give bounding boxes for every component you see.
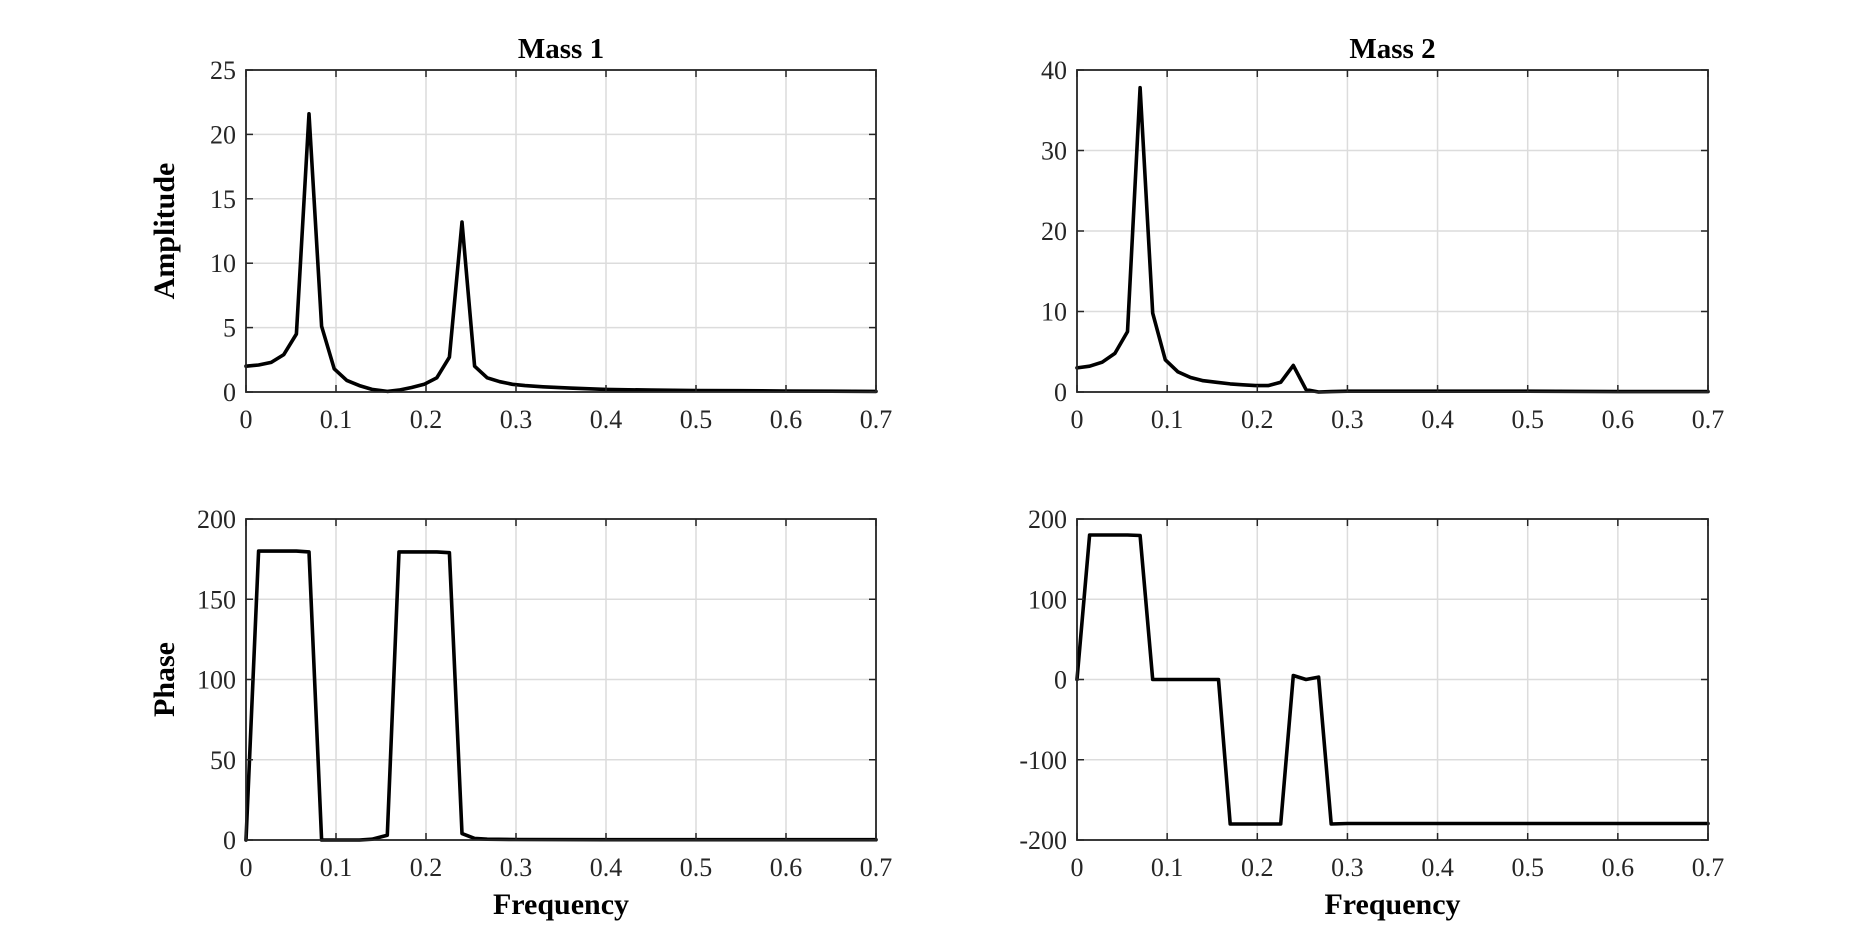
x-tick-label: 0.5 [680,405,713,434]
x-tick-label: 0.1 [320,405,353,434]
y-tick-label: 5 [223,314,236,343]
y-tick-label: 20 [210,120,236,149]
x-tick-label: 0.2 [1241,853,1274,882]
x-tick-label: 0.6 [770,853,803,882]
x-tick-label: 0.6 [770,405,803,434]
y-tick-label: 0 [223,826,236,855]
x-tick-label: 0.1 [320,853,353,882]
x-tick-label: 0.6 [1602,853,1635,882]
mass2-amplitude-axes: 0 0.1 0.2 0.3 0.4 0.5 0.6 0.7 0 10 20 30 40 Mass 2 [1041,33,1724,434]
x-tick-label: 0.4 [590,853,623,882]
y-tick-label: -100 [1019,746,1067,775]
x-tick-label: 0.3 [500,405,533,434]
mass2-amplitude-series-line [1075,85,1710,394]
y-tick-label: 100 [1028,585,1067,614]
y-tick-label: 200 [197,505,236,534]
y-tick-label: 0 [1054,666,1067,695]
x-tick-label: 0.5 [680,853,713,882]
y-axis-label: Phase [148,642,181,717]
x-tick-label: 0.5 [1511,853,1544,882]
x-tick-label: 0.7 [860,853,893,882]
x-tick-label: 0.5 [1511,405,1544,434]
plot-frame [245,69,877,393]
y-tick-label: 40 [1041,56,1067,85]
x-tick-label: 0 [1071,405,1084,434]
y-tick-label: 0 [223,378,236,407]
y-tick-label: 25 [210,56,236,85]
x-tick-label: 0.2 [410,853,443,882]
x-tick-label: 0.7 [860,405,893,434]
y-tick-label: -200 [1019,826,1067,855]
mass2-phase-axes: 0 0.1 0.2 0.3 0.4 0.5 0.6 0.7 -200 -100 0 100 200 Fre… [1019,505,1724,921]
x-tick-label: 0.6 [1602,405,1635,434]
x-tick-label: 0 [240,405,253,434]
x-tick-label: 0.3 [500,853,533,882]
x-tick-label: 0 [1071,853,1084,882]
mass1-phase-series-line [244,549,878,842]
y-tick-label: 0 [1054,378,1067,407]
mass2-phase-series-line [1075,533,1710,826]
y-tick-label: 10 [1041,298,1067,327]
y-tick-label: 150 [197,585,236,614]
chart-title: Mass 1 [518,33,604,65]
x-tick-label: 0.4 [1421,405,1454,434]
chart-title: Mass 2 [1349,33,1435,65]
y-axis-label: Amplitude [148,163,181,300]
x-tick-label: 0.2 [1241,405,1274,434]
x-tick-label: 0.7 [1692,405,1725,434]
y-tick-label: 200 [1028,505,1067,534]
x-axis-label: Frequency [493,888,629,921]
x-tick-label: 0.7 [1692,853,1725,882]
x-tick-label: 0.4 [590,405,623,434]
y-tick-label: 10 [210,249,236,278]
x-tick-label: 0 [240,853,253,882]
x-tick-label: 0.1 [1151,853,1184,882]
mass1-phase-axes: 0 0.1 0.2 0.3 0.4 0.5 0.6 0.7 0 50 100 150 200 Freque… [148,505,892,921]
y-tick-label: 100 [197,666,236,695]
y-tick-label: 50 [210,746,236,775]
y-tick-label: 15 [210,185,236,214]
x-tick-label: 0.3 [1331,853,1364,882]
x-tick-label: 0.2 [410,405,443,434]
x-tick-label: 0.4 [1421,853,1454,882]
x-tick-label: 0.1 [1151,405,1184,434]
y-tick-label: 30 [1041,137,1067,166]
x-axis-label: Frequency [1324,888,1460,921]
x-tick-label: 0.3 [1331,405,1364,434]
y-tick-label: 20 [1041,217,1067,246]
mass1-amplitude-axes: 0 0.1 0.2 0.3 0.4 0.5 0.6 0.7 0 5 10 15 20 25 Mass 1 Am… [148,33,892,434]
mass1-amplitude-series-line [244,112,878,394]
